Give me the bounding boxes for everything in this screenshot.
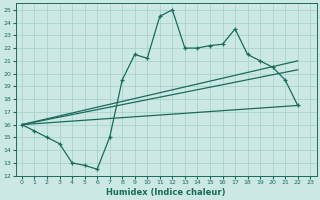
X-axis label: Humidex (Indice chaleur): Humidex (Indice chaleur) bbox=[106, 188, 226, 197]
